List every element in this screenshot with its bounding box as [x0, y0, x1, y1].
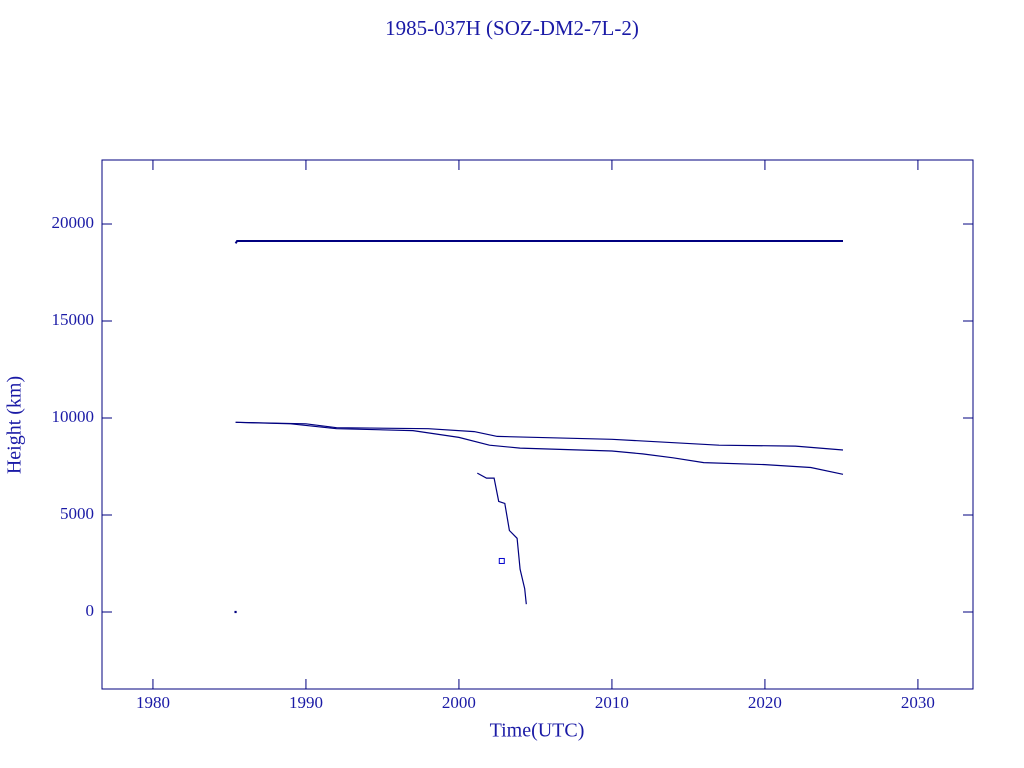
series-line	[235, 421, 844, 451]
y-axis-label: Height (km)	[4, 376, 26, 474]
y-tick-label: 0	[86, 601, 95, 620]
y-tick-label: 10000	[52, 407, 95, 426]
y-tick-label: 20000	[52, 213, 95, 232]
x-tick-label: 1980	[136, 693, 170, 712]
x-tick-label: 1990	[289, 693, 323, 712]
plot-frame	[101, 159, 974, 690]
x-tick-label: 2000	[442, 693, 476, 712]
point	[498, 557, 505, 564]
point	[234, 610, 237, 614]
series-line	[477, 472, 527, 605]
y-tick-label: 15000	[52, 310, 95, 329]
chart-title: 1985-037H (SOZ-DM2-7L-2)	[385, 16, 639, 40]
x-tick-label: 2030	[901, 693, 935, 712]
series-line	[234, 240, 843, 244]
series-line	[235, 421, 844, 475]
x-tick-label: 2010	[595, 693, 629, 712]
y-tick-label: 5000	[60, 504, 94, 523]
x-tick-label: 2020	[748, 693, 782, 712]
x-axis-label: Time(UTC)	[490, 720, 585, 742]
